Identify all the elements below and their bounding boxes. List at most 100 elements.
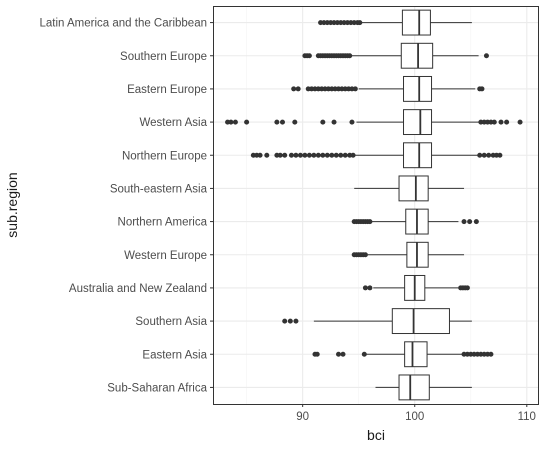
outlier-point — [473, 219, 479, 225]
box-group — [365, 341, 463, 368]
outlier-point — [320, 119, 326, 125]
outlier-point — [315, 152, 321, 158]
box-group — [358, 75, 476, 102]
x-axis-title: bci — [367, 427, 385, 443]
outlier-point — [293, 152, 299, 158]
outlier-point — [291, 86, 297, 92]
outlier-point — [274, 119, 280, 125]
outlier-point — [481, 152, 487, 158]
box — [391, 308, 450, 335]
y-tick-label: Western Europe — [124, 250, 207, 262]
y-tick-label: Eastern Asia — [142, 349, 207, 361]
outlier-point — [264, 152, 270, 158]
box-group — [367, 241, 465, 268]
outlier-point — [331, 119, 337, 125]
outlier-point — [498, 119, 504, 125]
outlier-point — [488, 351, 494, 357]
outlier-point — [306, 53, 312, 59]
box-group — [313, 308, 472, 335]
y-tick-label: South-eastern Asia — [110, 183, 208, 195]
outlier-point — [483, 53, 489, 59]
y-axis: Latin America and the Caribbean Southern … — [40, 18, 213, 394]
outlier-point — [324, 152, 330, 158]
outlier-point — [287, 318, 293, 324]
outlier-point — [350, 152, 356, 158]
outlier-layer — [225, 20, 523, 357]
outlier-point — [292, 119, 298, 125]
outlier-point — [504, 119, 510, 125]
outlier-point — [467, 219, 473, 225]
outlier-point — [347, 53, 353, 59]
outlier-point — [486, 152, 492, 158]
outlier-point — [333, 152, 339, 158]
y-tick-label: Northern America — [118, 217, 208, 229]
outlier-point — [367, 219, 373, 225]
box-layer — [313, 9, 479, 401]
outlier-point — [361, 351, 367, 357]
outlier-point — [282, 318, 288, 324]
outlier-point — [362, 252, 368, 258]
outlier-point — [352, 86, 358, 92]
outlier-point — [491, 119, 497, 125]
y-tick-label: Southern Europe — [120, 51, 207, 63]
outlier-point — [282, 152, 288, 158]
outlier-point — [340, 351, 346, 357]
box — [403, 109, 433, 136]
grid-layer — [213, 6, 538, 404]
outlier-point — [497, 152, 503, 158]
box-group — [354, 142, 478, 169]
y-tick-label: Northern Europe — [122, 150, 207, 162]
box — [400, 42, 434, 69]
box — [403, 142, 433, 169]
y-axis-title: sub.region — [4, 172, 20, 237]
outlier-point — [277, 152, 283, 158]
y-tick-label: Southern Asia — [135, 316, 207, 328]
y-tick-label: Western Asia — [139, 117, 207, 129]
outlier-point — [336, 351, 342, 357]
outlier-point — [279, 119, 285, 125]
box-group — [356, 109, 479, 136]
y-tick-label: Sub-Saharan Africa — [107, 382, 207, 394]
box-group — [375, 374, 472, 401]
y-tick-label: Latin America and the Caribbean — [40, 18, 208, 30]
x-axis: 90 100 110 — [296, 404, 536, 423]
box-group — [351, 42, 479, 69]
outlier-point — [461, 219, 467, 225]
outlier-point — [342, 152, 348, 158]
box — [398, 175, 429, 202]
outlier-point — [464, 285, 470, 291]
outlier-point — [329, 152, 335, 158]
outlier-point — [479, 86, 485, 92]
box — [404, 341, 428, 368]
outlier-point — [477, 152, 483, 158]
outlier-point — [295, 86, 301, 92]
x-tick-label: 100 — [405, 411, 424, 423]
box — [401, 9, 431, 36]
box — [403, 75, 433, 102]
outlier-point — [338, 152, 344, 158]
outlier-point — [288, 152, 294, 158]
box-group — [373, 274, 459, 301]
x-tick-label: 110 — [518, 411, 536, 423]
outlier-point — [228, 119, 234, 125]
box-group — [354, 175, 465, 202]
outlier-point — [302, 152, 308, 158]
x-tick-label: 90 — [296, 411, 309, 423]
outlier-point — [517, 119, 523, 125]
box — [398, 374, 430, 401]
y-tick-label: Australia and New Zealand — [69, 283, 207, 295]
outlier-point — [257, 152, 263, 158]
outlier-point — [320, 152, 326, 158]
y-tick-label: Eastern Europe — [127, 84, 207, 96]
outlier-point — [306, 152, 312, 158]
outlier-point — [311, 152, 317, 158]
outlier-point — [357, 20, 363, 26]
box-group — [371, 208, 459, 235]
panel-border — [213, 6, 539, 405]
outlier-point — [362, 285, 368, 291]
outlier-point — [349, 119, 355, 125]
outlier-point — [314, 351, 320, 357]
outlier-point — [367, 285, 373, 291]
outlier-point — [297, 152, 303, 158]
